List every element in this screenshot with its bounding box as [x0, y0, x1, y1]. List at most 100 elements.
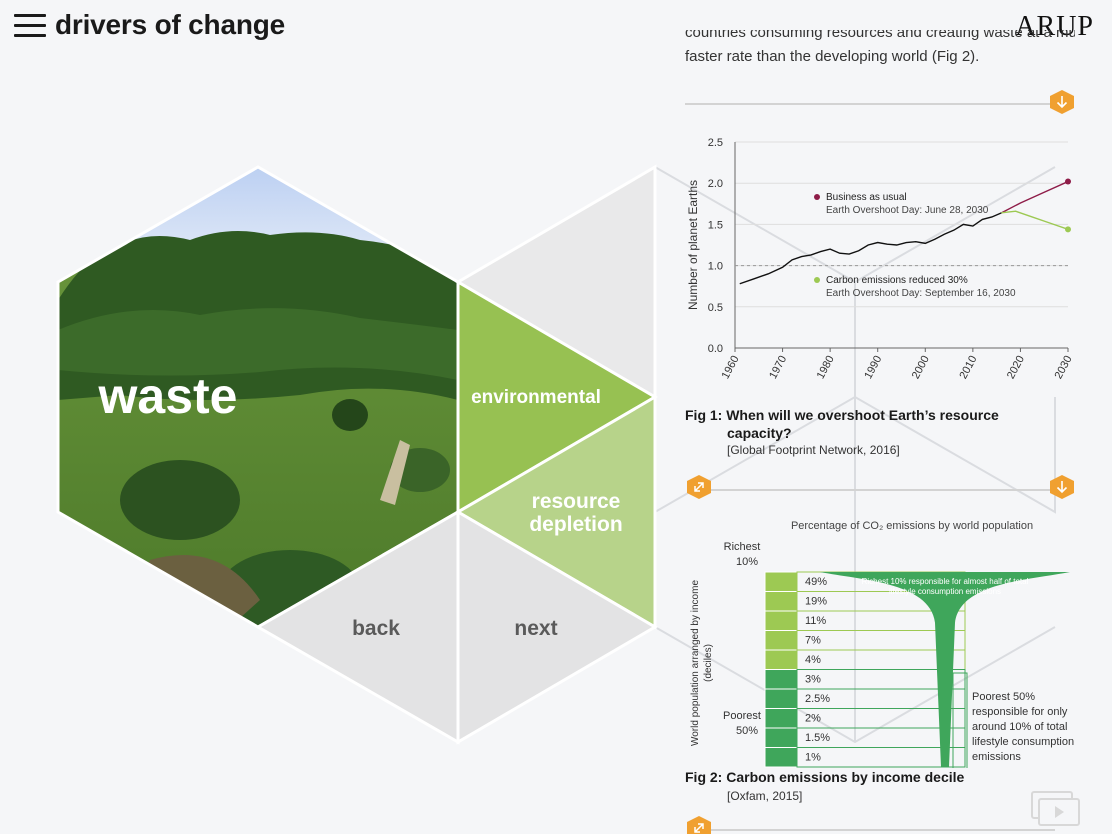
fig2-bracket: [952, 672, 968, 768]
section-divider-2: [707, 489, 1055, 491]
fig1-x-tick-label: 2020: [1005, 354, 1027, 381]
fig2-title: Percentage of CO₂ emissions by world pop…: [791, 520, 1033, 532]
fig1-caption-line2: capacity?: [727, 425, 792, 441]
page-title: drivers of change: [55, 9, 286, 40]
fig1-x-tick-label: 1970: [767, 354, 789, 381]
fig2-decile-value: 2.5%: [805, 693, 830, 705]
environmental-label: environmental: [471, 387, 601, 408]
poorest-label-line1: Poorest: [723, 710, 761, 722]
fig2-decile-bar: [764, 649, 798, 670]
poorest-label-line2: 50%: [736, 725, 758, 737]
fig2-bottom-annotation-line: responsible for only: [972, 706, 1068, 718]
expand-button-2[interactable]: [687, 816, 711, 834]
carbon-reduced-text: Earth Overshoot Day: September 16, 2030: [826, 288, 1016, 299]
content-panel[interactable]: countries consuming resources and creati…: [685, 30, 1080, 834]
fig1-series-line: [1001, 180, 1069, 214]
fig2-decile-bar: [764, 688, 798, 709]
fig2-decile-bar: [764, 727, 798, 748]
intro-text: countries consuming resources and creati…: [685, 30, 1075, 68]
business-as-usual-title: Business as usual: [826, 192, 907, 203]
video-icon[interactable]: [1030, 790, 1082, 828]
fig2-decile-value: 3%: [805, 674, 821, 686]
fig1-gridlines: [734, 141, 1068, 349]
fig2-decile-row: [796, 747, 966, 768]
fig2-decile-bar: [764, 630, 798, 651]
arrow-down-icon: [1056, 481, 1068, 494]
fig1-caption: Fig 1: When will we overshoot Earth’s re…: [685, 406, 1075, 442]
next-button[interactable]: [456, 509, 658, 745]
fig2-bottom-annotation-line: around 10% of total: [972, 721, 1067, 733]
back-label: back: [352, 617, 400, 640]
background-hex-grid: [654, 166, 1056, 744]
fig1-x-tick-label: 2030: [1053, 354, 1075, 381]
fig2-emissions-funnel: [820, 572, 1070, 767]
fig2-decile-value: 1%: [805, 752, 821, 764]
fig1-source: [Global Footprint Network, 2016]: [727, 443, 900, 457]
section-divider: [685, 103, 1055, 105]
waste-title: waste: [98, 368, 238, 424]
intro-line-2: faster rate than the developing world (F…: [685, 48, 980, 65]
expand-button[interactable]: [687, 475, 711, 499]
fig1-x-ticks: 1960 1970 1980 1990 2000 2010 2020 2030: [720, 348, 1075, 381]
fig1-y-tick-label: 2.0: [708, 178, 723, 190]
expand-icon: [694, 482, 704, 492]
fig1-y-ticks: 0.0 0.5 1.0 1.5 2.0 2.5: [708, 137, 723, 355]
fig1-x-tick-label: 2000: [910, 354, 932, 381]
fig2-chart: Percentage of CO₂ emissions by world pop…: [690, 520, 1074, 768]
fig2-bottom-annotation-line: emissions: [972, 751, 1021, 763]
expand-icon: [694, 823, 704, 833]
fig2-decile-value: 7%: [805, 635, 821, 647]
fig1-caption-line1: Fig 1: When will we overshoot Earth’s re…: [685, 407, 999, 423]
fig1-series-line: [739, 212, 1002, 285]
hamburger-menu-icon[interactable]: [14, 14, 46, 38]
fig2-top-annotation-line1: Richest 10% responsible for almost half …: [862, 577, 1029, 586]
intro-line-1: countries consuming resources and creati…: [685, 30, 1075, 41]
fig1-series-line: [1001, 210, 1069, 231]
fig2-decile-rows: 49% 19% 11% 7% 4% 3% 2.5% 2% 1.5% 1%: [764, 571, 966, 768]
fig1-x-tick-label: 2010: [957, 354, 979, 381]
arrow-down-icon: [1056, 96, 1068, 109]
arup-logo: ARUP: [1015, 11, 1094, 42]
richest-label-line1: Richest: [724, 541, 761, 553]
resource-depletion-label-line2: depletion: [529, 513, 622, 536]
fig2-y-label-line1: World population arranged by income: [690, 580, 701, 746]
fig2-decile-bar: [764, 571, 798, 592]
fig2-y-label-line2: (deciles): [703, 644, 714, 682]
fig1-y-tick-label: 1.5: [708, 219, 723, 231]
fig1-series: [739, 178, 1071, 285]
fig1-series-endpoint: [1065, 226, 1071, 233]
fig2-decile-bar: [764, 708, 798, 729]
fig1-series-endpoint: [1065, 178, 1071, 185]
fig2-decile-value: 19%: [805, 596, 827, 608]
fig1-y-tick-label: 1.0: [708, 261, 723, 273]
fig2-decile-value: 11%: [805, 615, 826, 627]
fig2-decile-value: 2%: [805, 713, 821, 725]
fig2-decile-bar: [764, 669, 798, 690]
richest-label-line2: 10%: [736, 556, 758, 568]
fig1-y-tick-label: 0.5: [708, 302, 723, 314]
fig2-decile-bar: [764, 747, 798, 768]
fig1-y-tick-label: 2.5: [708, 137, 723, 149]
fig1-x-tick-label: 1960: [720, 354, 742, 381]
fig2-caption: Fig 2: Carbon emissions by income decile: [685, 769, 965, 785]
fig2-decile-value: 4%: [805, 654, 821, 666]
carbon-reduced-legend-dot: [814, 277, 820, 283]
next-label: next: [514, 617, 557, 640]
resource-depletion-label-line1: resource: [532, 490, 621, 513]
fig1-x-tick-label: 1990: [862, 354, 884, 381]
fig2-decile-bar: [764, 610, 798, 631]
fig1-y-axis-label: Number of planet Earths: [686, 180, 700, 310]
scroll-down-button-2[interactable]: [1050, 475, 1074, 499]
fig2-bottom-annotation-line: Poorest 50%: [972, 691, 1035, 703]
business-as-usual-text: Earth Overshoot Day: June 28, 2030: [826, 205, 989, 216]
fig1-y-tick-label: 0.0: [708, 343, 723, 355]
business-as-usual-legend-dot: [814, 194, 820, 200]
fig1-chart: 0.0 0.5 1.0 1.5 2.0 2.5 1960 1970 1980 1990 2000 2…: [686, 137, 1075, 381]
scroll-down-button[interactable]: [1050, 90, 1074, 114]
fig1-x-tick-label: 1980: [815, 354, 837, 381]
fig2-decile-value: 49%: [805, 576, 827, 588]
carbon-reduced-title: Carbon emissions reduced 30%: [826, 275, 968, 286]
fig2-top-annotation-line2: lifestyle consumption emissions: [889, 587, 1001, 596]
fig2-bottom-annotation-line: lifestyle consumption: [972, 736, 1074, 748]
